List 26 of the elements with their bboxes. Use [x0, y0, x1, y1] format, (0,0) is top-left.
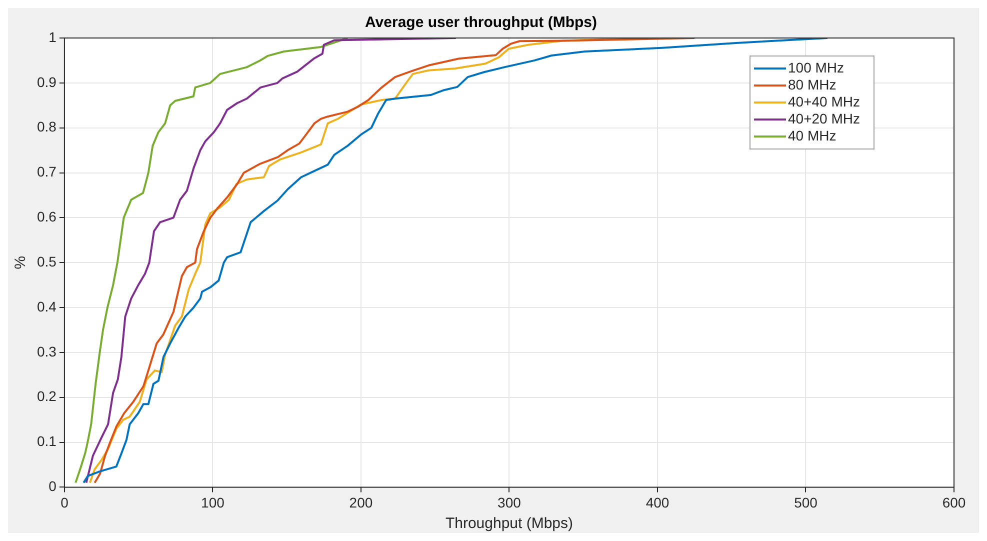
y-tick-label: 0.4: [36, 298, 57, 314]
x-tick-label: 300: [498, 494, 522, 510]
legend-label: 40+40 MHz: [788, 93, 860, 110]
y-tick-label: 1: [48, 28, 57, 45]
x-tick-label: 100: [201, 494, 225, 510]
legend-label: 40 MHz: [788, 127, 836, 144]
x-tick-label: 400: [646, 494, 670, 510]
x-tick-label: 0: [60, 494, 69, 510]
y-tick-label: 0.6: [36, 208, 57, 225]
x-tick-label: 500: [794, 494, 818, 510]
y-tick-label: 0.8: [36, 118, 57, 135]
y-tick-label: 0.5: [36, 253, 57, 270]
y-axis-title: %: [12, 256, 30, 270]
y-tick-label: 0.2: [36, 388, 57, 404]
y-tick-label: 0.1: [36, 433, 57, 450]
chart-title: Average user throughput (Mbps): [365, 14, 597, 32]
legend-label: 80 MHz: [788, 76, 836, 92]
legend-label: 100 MHz: [788, 59, 844, 76]
legend-label: 40+20 MHz: [788, 110, 860, 126]
y-tick-label: 0: [48, 478, 57, 494]
x-tick-label: 600: [942, 494, 966, 510]
x-axis-title: Throughput (Mbps): [445, 515, 574, 532]
y-tick-label: 0.7: [36, 164, 57, 180]
x-tick-label: 200: [349, 494, 373, 510]
y-tick-label: 0.3: [36, 343, 57, 360]
y-tick-label: 0.9: [36, 74, 57, 90]
